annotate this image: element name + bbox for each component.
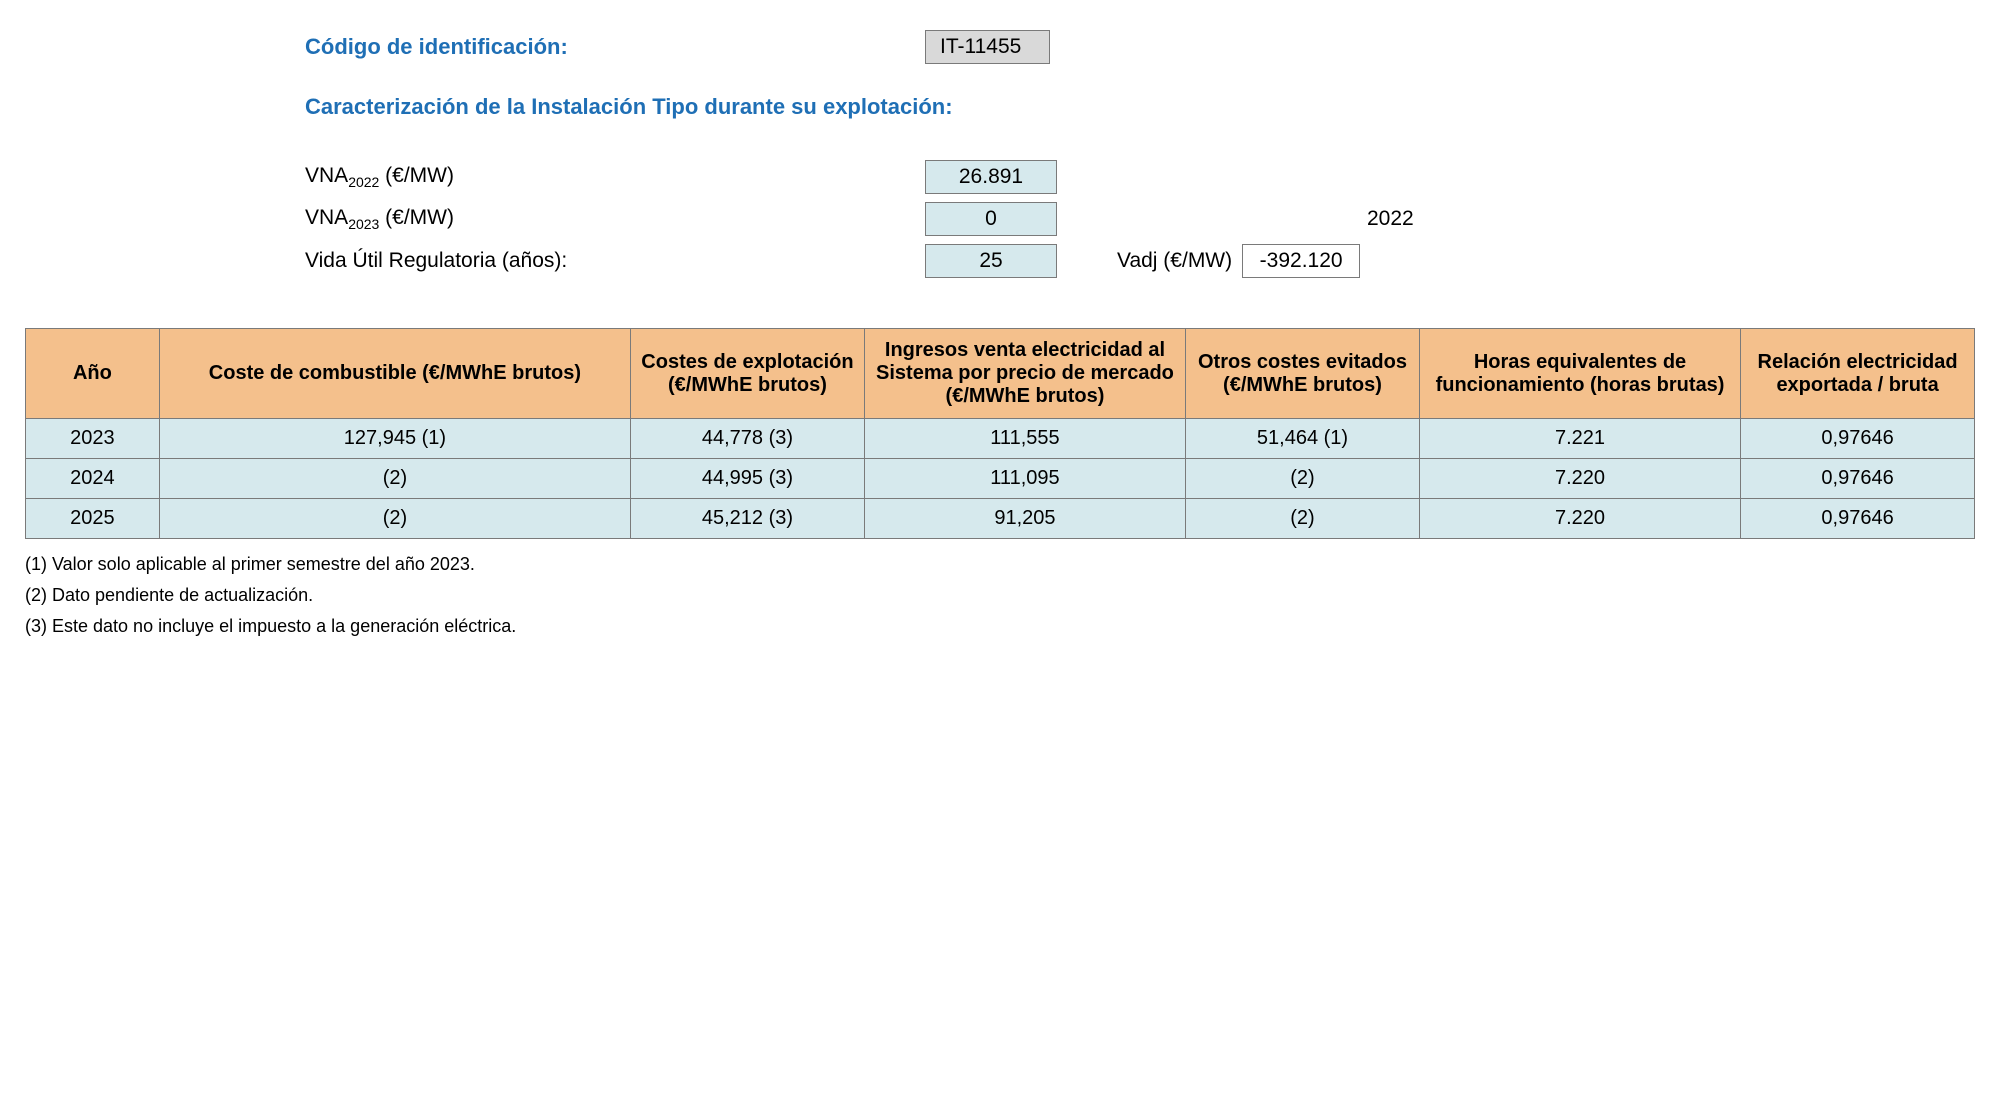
cell-year: 2025 — [26, 499, 160, 539]
footnotes: (1) Valor solo aplicable al primer semes… — [25, 554, 1975, 637]
cell-ratio: 0,97646 — [1741, 499, 1975, 539]
col-hours: Horas equivalentes de funcionamiento (ho… — [1419, 329, 1740, 419]
cell-income: 91,205 — [864, 499, 1185, 539]
table-header-row: Año Coste de combustible (€/MWhE brutos)… — [26, 329, 1975, 419]
vida-value: 25 — [925, 244, 1057, 278]
cell-fuel: (2) — [159, 499, 630, 539]
vna2023-row: VNA2023 (€/MW) 0 2022 — [305, 202, 1975, 236]
vna2023-side-year: 2022 — [1367, 207, 1414, 231]
cell-hours: 7.220 — [1419, 499, 1740, 539]
cell-year: 2023 — [26, 419, 160, 459]
vna2022-unit: (€/MW) — [379, 164, 454, 187]
vna2022-prefix: VNA — [305, 164, 348, 187]
table-row: 2023 127,945 (1) 44,778 (3) 111,555 51,4… — [26, 419, 1975, 459]
params-section: VNA2022 (€/MW) 26.891 VNA2023 (€/MW) 0 2… — [305, 160, 1975, 278]
section-title: Caracterización de la Instalación Tipo d… — [305, 94, 1975, 120]
vna2023-label: VNA2023 (€/MW) — [305, 206, 925, 232]
vadj-label: Vadj (€/MW) — [1117, 249, 1232, 273]
cell-other: 51,464 (1) — [1186, 419, 1420, 459]
col-ratio: Relación electricidad exportada / bruta — [1741, 329, 1975, 419]
cell-fuel: 127,945 (1) — [159, 419, 630, 459]
cell-other: (2) — [1186, 499, 1420, 539]
cell-income: 111,095 — [864, 459, 1185, 499]
code-value: IT-11455 — [925, 30, 1050, 64]
vida-row: Vida Útil Regulatoria (años): 25 Vadj (€… — [305, 244, 1975, 278]
table-body: 2023 127,945 (1) 44,778 (3) 111,555 51,4… — [26, 419, 1975, 539]
vna2022-value: 26.891 — [925, 160, 1057, 194]
col-opex: Costes de explotación (€/MWhE brutos) — [631, 329, 865, 419]
cell-income: 111,555 — [864, 419, 1185, 459]
col-income: Ingresos venta electricidad al Sistema p… — [864, 329, 1185, 419]
footnote-3: (3) Este dato no incluye el impuesto a l… — [25, 616, 1975, 637]
col-fuel: Coste de combustible (€/MWhE brutos) — [159, 329, 630, 419]
footnote-2: (2) Dato pendiente de actualización. — [25, 585, 1975, 606]
table-header: Año Coste de combustible (€/MWhE brutos)… — [26, 329, 1975, 419]
cell-hours: 7.220 — [1419, 459, 1740, 499]
vna2022-label: VNA2022 (€/MW) — [305, 164, 925, 190]
cell-ratio: 0,97646 — [1741, 459, 1975, 499]
code-row: Código de identificación: IT-11455 — [305, 30, 1975, 64]
vna2022-sub: 2022 — [348, 174, 379, 190]
vna2023-prefix: VNA — [305, 206, 348, 229]
vadj-value: -392.120 — [1242, 244, 1360, 278]
cell-ratio: 0,97646 — [1741, 419, 1975, 459]
cell-opex: 45,212 (3) — [631, 499, 865, 539]
table-row: 2024 (2) 44,995 (3) 111,095 (2) 7.220 0,… — [26, 459, 1975, 499]
header-section: Código de identificación: IT-11455 Carac… — [305, 30, 1975, 120]
cell-year: 2024 — [26, 459, 160, 499]
cell-other: (2) — [1186, 459, 1420, 499]
data-table: Año Coste de combustible (€/MWhE brutos)… — [25, 328, 1975, 539]
cell-opex: 44,778 (3) — [631, 419, 865, 459]
vna2023-sub: 2023 — [348, 216, 379, 232]
vna2023-unit: (€/MW) — [379, 206, 454, 229]
table-row: 2025 (2) 45,212 (3) 91,205 (2) 7.220 0,9… — [26, 499, 1975, 539]
vna2022-row: VNA2022 (€/MW) 26.891 — [305, 160, 1975, 194]
col-other: Otros costes evitados (€/MWhE brutos) — [1186, 329, 1420, 419]
col-year: Año — [26, 329, 160, 419]
cell-hours: 7.221 — [1419, 419, 1740, 459]
vna2023-value: 0 — [925, 202, 1057, 236]
cell-fuel: (2) — [159, 459, 630, 499]
footnote-1: (1) Valor solo aplicable al primer semes… — [25, 554, 1975, 575]
cell-opex: 44,995 (3) — [631, 459, 865, 499]
code-label: Código de identificación: — [305, 34, 925, 60]
vida-label: Vida Útil Regulatoria (años): — [305, 249, 925, 273]
